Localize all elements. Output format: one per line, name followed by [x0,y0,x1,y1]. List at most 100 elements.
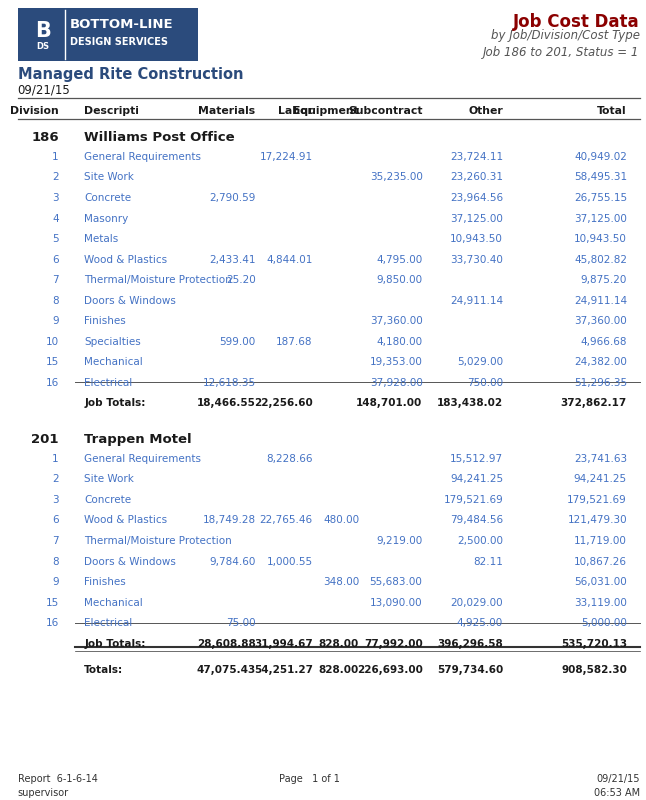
Text: 79,484.56: 79,484.56 [450,515,503,526]
Text: General Requirements: General Requirements [84,454,201,464]
Text: Metals: Metals [84,234,118,244]
Text: 2,790.59: 2,790.59 [209,193,256,203]
Text: Thermal/Moisture Protection: Thermal/Moisture Protection [84,275,232,285]
Text: 22,256.60: 22,256.60 [254,398,313,408]
Text: 37,360.00: 37,360.00 [370,316,422,326]
Text: Other: Other [468,106,503,116]
Text: 37,125.00: 37,125.00 [574,214,627,223]
Text: 148,701.00: 148,701.00 [357,398,422,408]
Text: 4: 4 [52,214,59,223]
Text: Finishes: Finishes [84,577,126,587]
Text: Concrete: Concrete [84,193,131,203]
Text: 7: 7 [52,536,59,546]
Text: 372,862.17: 372,862.17 [561,398,627,408]
Text: Job Cost Data: Job Cost Data [513,13,640,30]
Text: Descripti: Descripti [84,106,139,116]
Text: 480.00: 480.00 [323,515,359,526]
Text: 9,850.00: 9,850.00 [377,275,422,285]
Text: 31,994.67: 31,994.67 [254,638,313,649]
Text: BOTTOM-LINE: BOTTOM-LINE [70,18,173,30]
Text: 28,608.88: 28,608.88 [197,638,256,649]
Text: General Requirements: General Requirements [84,152,201,162]
Text: 5,000.00: 5,000.00 [581,618,627,628]
Text: B: B [36,21,51,41]
Text: 186: 186 [31,131,59,144]
Text: supervisor: supervisor [17,788,68,798]
Text: 23,260.31: 23,260.31 [450,173,503,182]
Text: 9: 9 [52,316,59,326]
Text: 24,382.00: 24,382.00 [574,358,627,367]
Text: 22,765.46: 22,765.46 [260,515,313,526]
Text: Job Totals:: Job Totals: [84,398,145,408]
Text: Mechanical: Mechanical [84,598,143,608]
Text: Division: Division [10,106,59,116]
Text: 20,029.00: 20,029.00 [450,598,503,608]
Text: 37,125.00: 37,125.00 [450,214,503,223]
Text: 9,875.20: 9,875.20 [581,275,627,285]
Text: Williams Post Office: Williams Post Office [84,131,235,144]
Text: Mechanical: Mechanical [84,358,143,367]
Text: 56,031.00: 56,031.00 [574,577,627,587]
Text: Electrical: Electrical [84,378,132,388]
Text: 18,466.55: 18,466.55 [197,398,256,408]
Text: Materials: Materials [198,106,256,116]
Text: 8,228.66: 8,228.66 [266,454,313,464]
Text: 16: 16 [46,618,59,628]
Text: 23,724.11: 23,724.11 [450,152,503,162]
Text: 1,000.55: 1,000.55 [267,557,313,566]
Text: Total: Total [598,106,627,116]
Text: 9: 9 [52,577,59,587]
Text: 750.00: 750.00 [467,378,503,388]
Text: 6: 6 [52,515,59,526]
Text: 06:53 AM: 06:53 AM [594,788,640,798]
Text: 37,360.00: 37,360.00 [574,316,627,326]
Text: Labor: Labor [278,106,313,116]
Text: 24,911.14: 24,911.14 [450,296,503,306]
Text: 75.00: 75.00 [226,618,256,628]
Text: 10: 10 [46,337,59,346]
Text: Job Totals:: Job Totals: [84,638,145,649]
Text: 7: 7 [52,275,59,285]
Text: Doors & Windows: Doors & Windows [84,296,176,306]
Text: 121,479.30: 121,479.30 [567,515,627,526]
Text: Wood & Plastics: Wood & Plastics [84,515,167,526]
Text: 15,512.97: 15,512.97 [450,454,503,464]
Text: Concrete: Concrete [84,495,131,505]
Text: 908,582.30: 908,582.30 [561,666,627,675]
Text: 82.11: 82.11 [474,557,503,566]
Text: 16: 16 [46,378,59,388]
Text: Doors & Windows: Doors & Windows [84,557,176,566]
Text: 396,296.58: 396,296.58 [437,638,503,649]
Text: 3: 3 [52,495,59,505]
Text: Finishes: Finishes [84,316,126,326]
Text: 348.00: 348.00 [323,577,359,587]
Text: 10,943.50: 10,943.50 [574,234,627,244]
Text: 54,251.27: 54,251.27 [254,666,313,675]
Text: 6: 6 [52,254,59,265]
Text: Equipment: Equipment [293,106,359,116]
Text: 5,029.00: 5,029.00 [457,358,503,367]
Text: 8: 8 [52,557,59,566]
Text: Wood & Plastics: Wood & Plastics [84,254,167,265]
Text: 10,867.26: 10,867.26 [574,557,627,566]
Text: 828.00: 828.00 [319,638,359,649]
Text: 4,844.01: 4,844.01 [266,254,313,265]
Text: 3: 3 [52,193,59,203]
Text: 4,966.68: 4,966.68 [581,337,627,346]
Text: 94,241.25: 94,241.25 [574,474,627,484]
FancyBboxPatch shape [17,8,198,61]
Text: 13,090.00: 13,090.00 [370,598,422,608]
Text: 187.68: 187.68 [276,337,313,346]
Text: 19,353.00: 19,353.00 [370,358,422,367]
Text: 4,795.00: 4,795.00 [377,254,422,265]
Text: Page   1 of 1: Page 1 of 1 [279,774,340,784]
Text: 2: 2 [52,474,59,484]
Text: 9,219.00: 9,219.00 [377,536,422,546]
Text: 828.00: 828.00 [319,666,359,675]
Text: 26,755.15: 26,755.15 [574,193,627,203]
Text: 58,495.31: 58,495.31 [574,173,627,182]
Text: by Job/Division/Cost Type: by Job/Division/Cost Type [491,30,640,42]
Text: 4,180.00: 4,180.00 [377,337,422,346]
Text: Specialties: Specialties [84,337,141,346]
Text: 179,521.69: 179,521.69 [443,495,503,505]
